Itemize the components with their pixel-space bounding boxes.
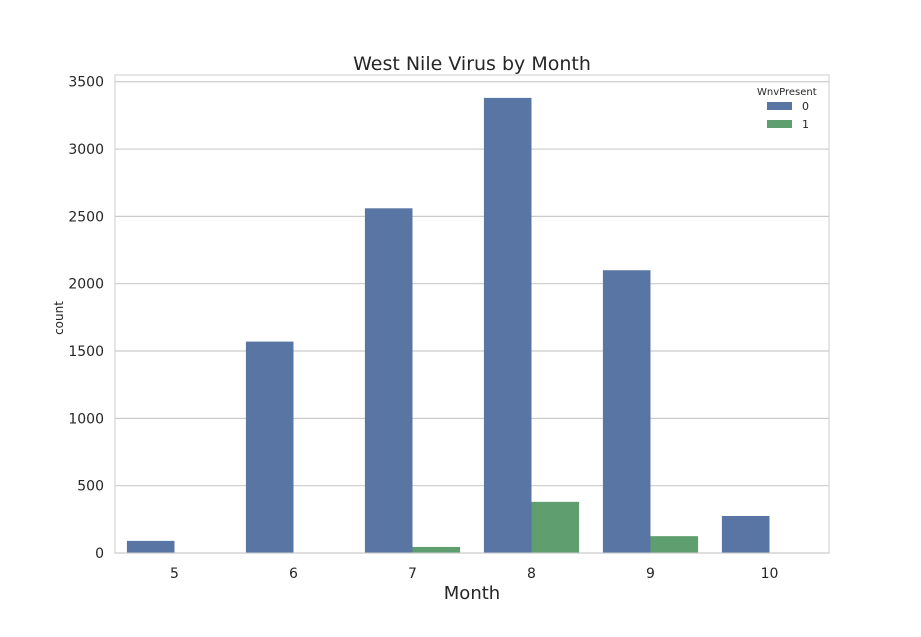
plot-frame [114, 74, 830, 554]
bar-month-8-series-1 [531, 501, 580, 553]
bar-month-8-series-0 [483, 97, 532, 554]
bar-month-5-series-0 [126, 540, 175, 553]
bars [126, 97, 770, 554]
y-tick-label: 2000 [68, 277, 104, 293]
bar-month-6-series-0 [245, 341, 294, 553]
bar-month-9-series-0 [602, 270, 651, 553]
legend-entry-series-1: 1 [802, 118, 809, 131]
bar-month-7-series-1 [412, 546, 461, 553]
legend-entry-series-0: 0 [802, 100, 809, 113]
x-tick-label: 5 [170, 566, 179, 582]
x-axis-label: Month [444, 583, 500, 604]
bar-month-9-series-1 [650, 536, 699, 553]
bar-month-7-series-0 [364, 208, 413, 554]
y-tick-label: 2500 [68, 209, 104, 225]
legend-swatch-series-0 [767, 102, 792, 110]
legend: WnvPresent 0 1 [757, 87, 817, 131]
y-tick-label: 500 [77, 479, 104, 495]
y-tick-label: 0 [95, 546, 104, 562]
bar-month-10-series-0 [721, 515, 770, 553]
x-tick-label: 7 [408, 566, 417, 582]
x-tick-label: 6 [289, 566, 298, 582]
y-axis-label: count [52, 301, 66, 335]
grid-lines [115, 81, 829, 554]
y-tick-label: 3500 [68, 75, 104, 91]
legend-swatch-series-1 [767, 120, 792, 128]
chart-title: West Nile Virus by Month [353, 53, 591, 75]
y-tick-label: 3000 [68, 142, 104, 158]
y-tick-label: 1500 [68, 344, 104, 360]
y-tick-label: 1000 [68, 411, 104, 427]
x-tick-labels: 5 6 7 8 9 10 [170, 566, 778, 582]
x-tick-label: 10 [761, 566, 779, 582]
legend-title: WnvPresent [757, 87, 817, 98]
x-tick-label: 8 [527, 566, 536, 582]
y-tick-labels: 0 500 1000 1500 2000 2500 3000 3500 [68, 75, 104, 562]
x-tick-label: 9 [646, 566, 655, 582]
